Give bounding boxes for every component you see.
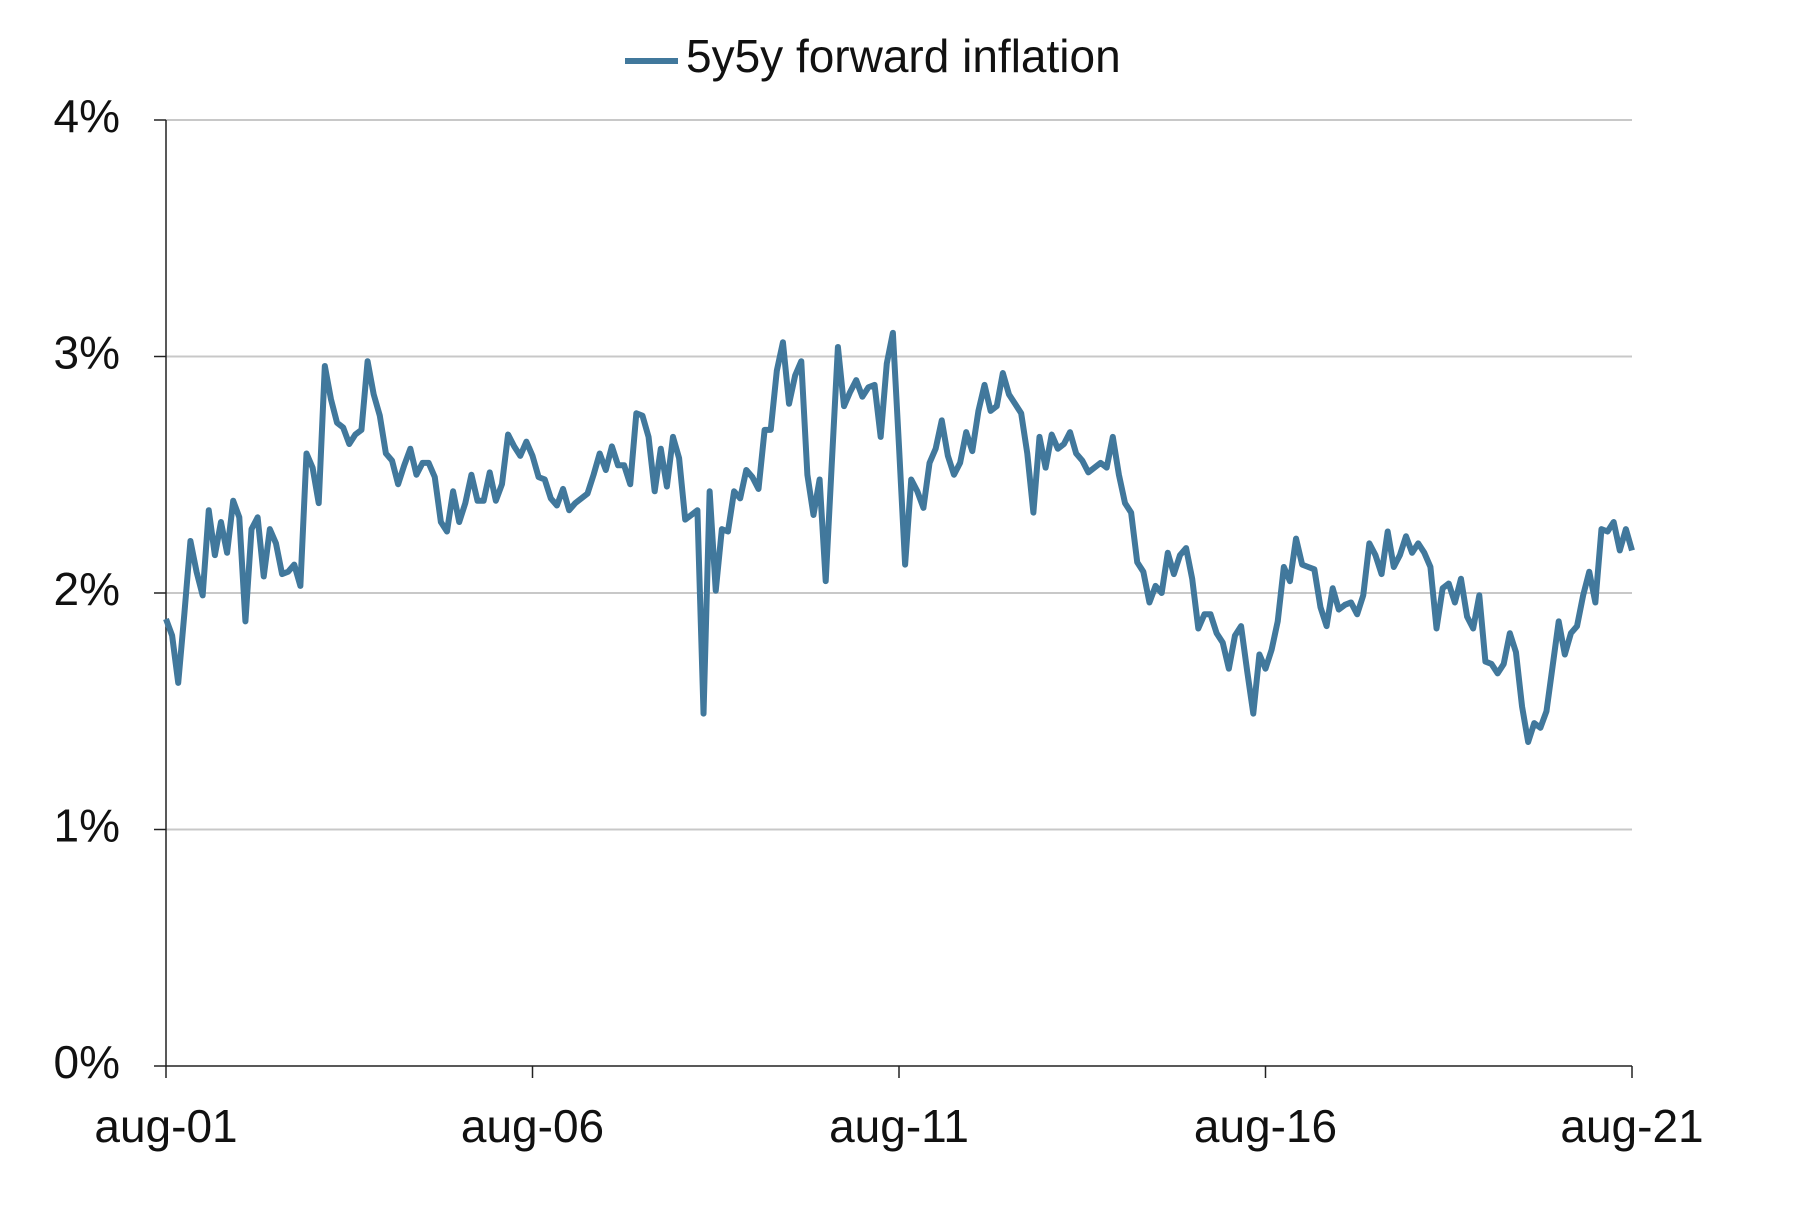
y-tick-label: 4% [54,90,120,142]
legend: 5y5y forward inflation [625,30,1121,82]
x-tick-label: aug-21 [1560,1100,1703,1152]
x-tick-label: aug-11 [829,1100,969,1152]
legend-label: 5y5y forward inflation [686,30,1121,82]
y-tick-label: 1% [54,800,120,852]
x-tick-label: aug-01 [94,1100,237,1152]
x-tick-label: aug-16 [1194,1100,1337,1152]
y-tick-label: 3% [54,327,120,379]
data-line [163,329,1635,745]
x-tick-label: aug-06 [461,1100,604,1152]
y-tick-label: 2% [54,563,120,615]
y-tick-label: 0% [54,1036,120,1088]
